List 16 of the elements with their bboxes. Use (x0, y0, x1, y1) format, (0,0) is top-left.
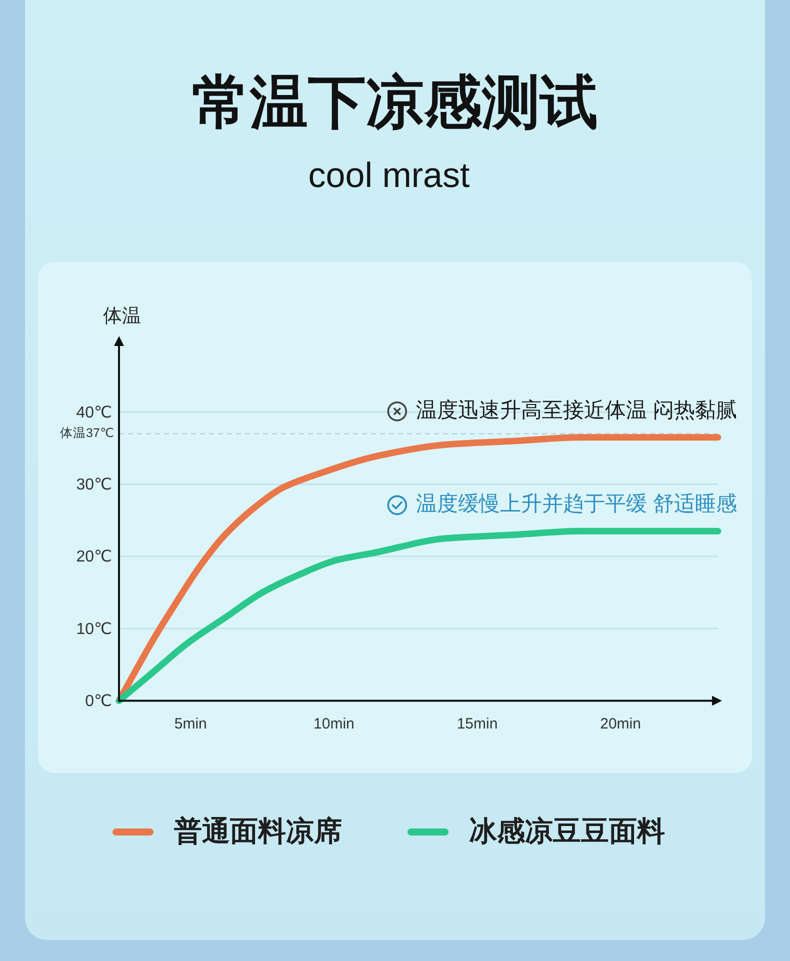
chart-subtitle: cool mrast (308, 156, 470, 195)
y-tick-label: 40℃ (76, 404, 112, 422)
chart-title: 常温下凉感测试 (192, 70, 598, 135)
legend-label: 冰感凉豆豆面料 (469, 815, 665, 846)
x-tick-label: 15min (456, 716, 498, 733)
ref-line-label: 体温37℃ (60, 426, 114, 440)
annotation: 温度迅速升高至接近体温 闷热黏腻 (416, 398, 737, 422)
y-tick-label: 10℃ (76, 620, 112, 638)
x-tick-label: 10min (314, 716, 354, 733)
legend-label: 普通面料凉席 (173, 815, 342, 846)
x-tick-label: 20min (600, 716, 641, 733)
y-tick-label: 30℃ (76, 476, 112, 494)
y-axis-title: 体温 (103, 306, 141, 327)
y-tick-label: 20℃ (76, 548, 112, 566)
y-tick-label: 0℃ (85, 692, 112, 710)
x-tick-label: 5min (174, 716, 207, 733)
